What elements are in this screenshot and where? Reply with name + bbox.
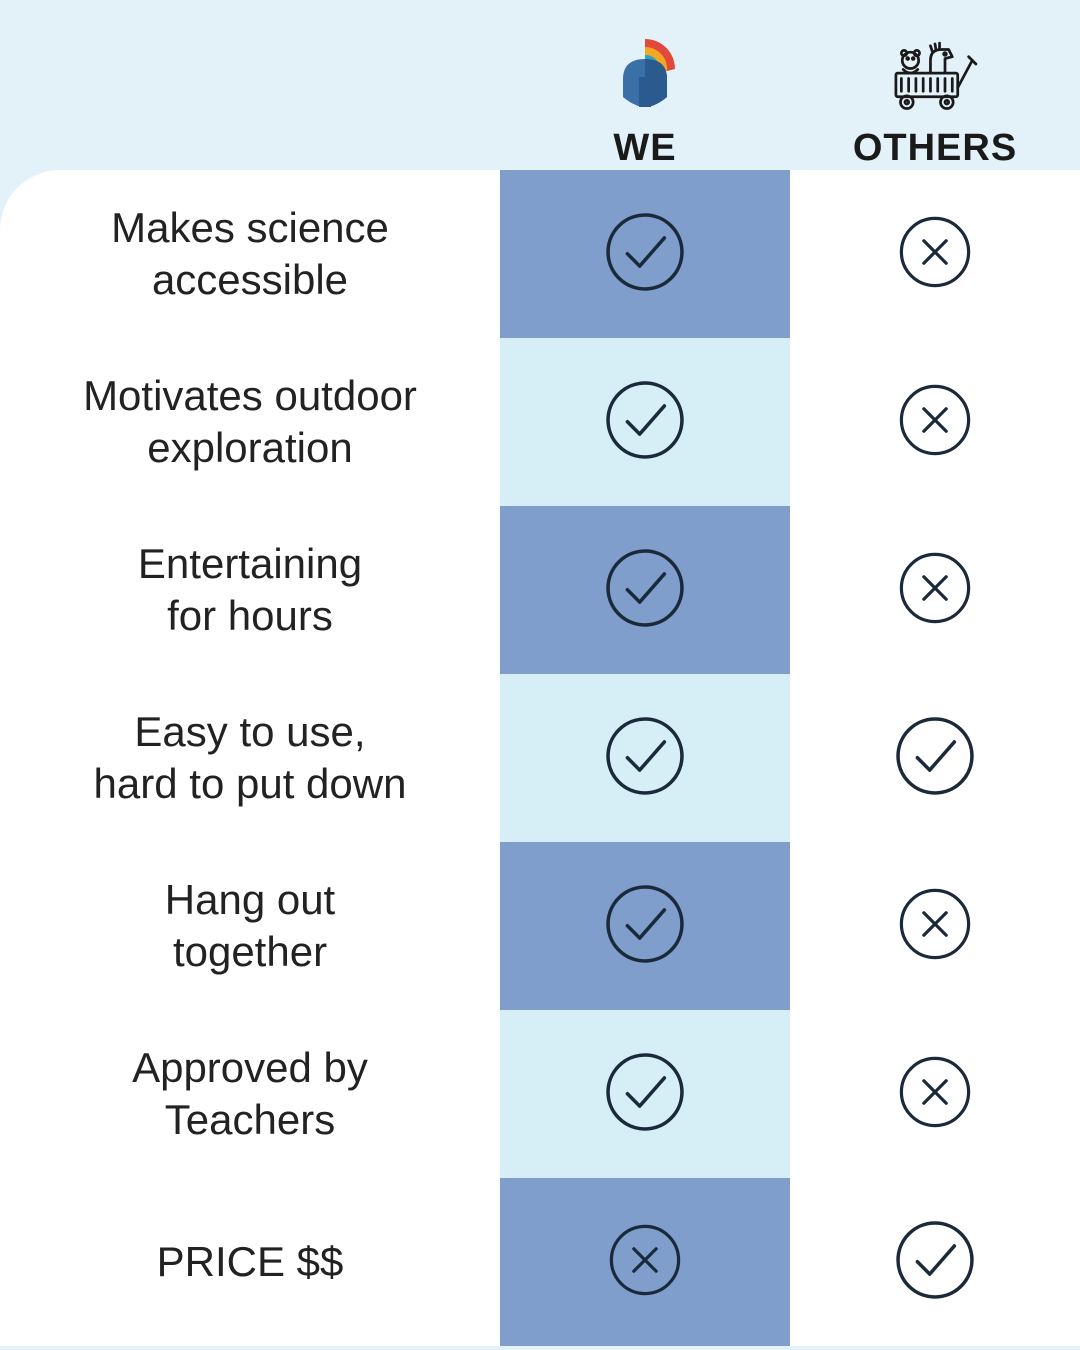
cross-icon: [895, 212, 975, 297]
cross-icon: [895, 548, 975, 633]
feature-label-cell: Entertaining for hours: [0, 506, 500, 674]
cross-icon: [605, 1220, 685, 1305]
feature-label-cell: Approved by Teachers: [0, 1010, 500, 1178]
feature-label: Makes science accessible: [111, 202, 389, 307]
cross-icon: [895, 884, 975, 969]
feature-label-cell: Easy to use, hard to put down: [0, 674, 500, 842]
comparison-table: WE: [0, 0, 1080, 1350]
cross-icon: [895, 380, 975, 465]
others-cell: [790, 842, 1080, 1010]
table-row: Hang out together: [0, 842, 1080, 1010]
feature-label-cell: Motivates outdoor exploration: [0, 338, 500, 506]
feature-label: Entertaining for hours: [138, 538, 362, 643]
we-cell: [500, 338, 790, 506]
table-row: Motivates outdoor exploration: [0, 338, 1080, 506]
check-icon: [891, 712, 979, 805]
feature-label: PRICE $$: [157, 1236, 344, 1289]
we-cell: [500, 1010, 790, 1178]
table-row: Makes science accessible: [0, 170, 1080, 338]
header-we-label: WE: [613, 127, 676, 170]
check-icon: [601, 880, 689, 973]
we-cell: [500, 506, 790, 674]
others-cell: [790, 170, 1080, 338]
header-we: WE: [500, 20, 790, 170]
feature-label: Motivates outdoor exploration: [83, 370, 417, 475]
others-cell: [790, 1010, 1080, 1178]
check-icon: [601, 208, 689, 301]
others-cell: [790, 1178, 1080, 1346]
feature-label-cell: Makes science accessible: [0, 170, 500, 338]
header-others: OTHERS: [790, 20, 1080, 170]
feature-label: Approved by Teachers: [132, 1042, 368, 1147]
helmet-icon: [595, 29, 695, 119]
we-cell: [500, 1178, 790, 1346]
we-cell: [500, 674, 790, 842]
check-icon: [601, 712, 689, 805]
table-row: PRICE $$: [0, 1178, 1080, 1346]
others-cell: [790, 674, 1080, 842]
check-icon: [891, 1216, 979, 1309]
check-icon: [601, 376, 689, 469]
feature-label: Easy to use, hard to put down: [94, 706, 407, 811]
we-cell: [500, 842, 790, 1010]
feature-label-cell: PRICE $$: [0, 1178, 500, 1346]
header-spacer: [0, 20, 500, 170]
toy-wagon-icon: [885, 29, 985, 119]
table-row: Easy to use, hard to put down: [0, 674, 1080, 842]
check-icon: [601, 1048, 689, 1141]
others-cell: [790, 338, 1080, 506]
feature-label-cell: Hang out together: [0, 842, 500, 1010]
we-cell: [500, 170, 790, 338]
feature-label: Hang out together: [165, 874, 335, 979]
table-body: Makes science accessible Motivates outdo…: [0, 170, 1080, 1346]
check-icon: [601, 544, 689, 637]
header-others-label: OTHERS: [853, 127, 1017, 170]
table-row: Entertaining for hours: [0, 506, 1080, 674]
cross-icon: [895, 1052, 975, 1137]
header-row: WE: [0, 0, 1080, 170]
table-row: Approved by Teachers: [0, 1010, 1080, 1178]
others-cell: [790, 506, 1080, 674]
